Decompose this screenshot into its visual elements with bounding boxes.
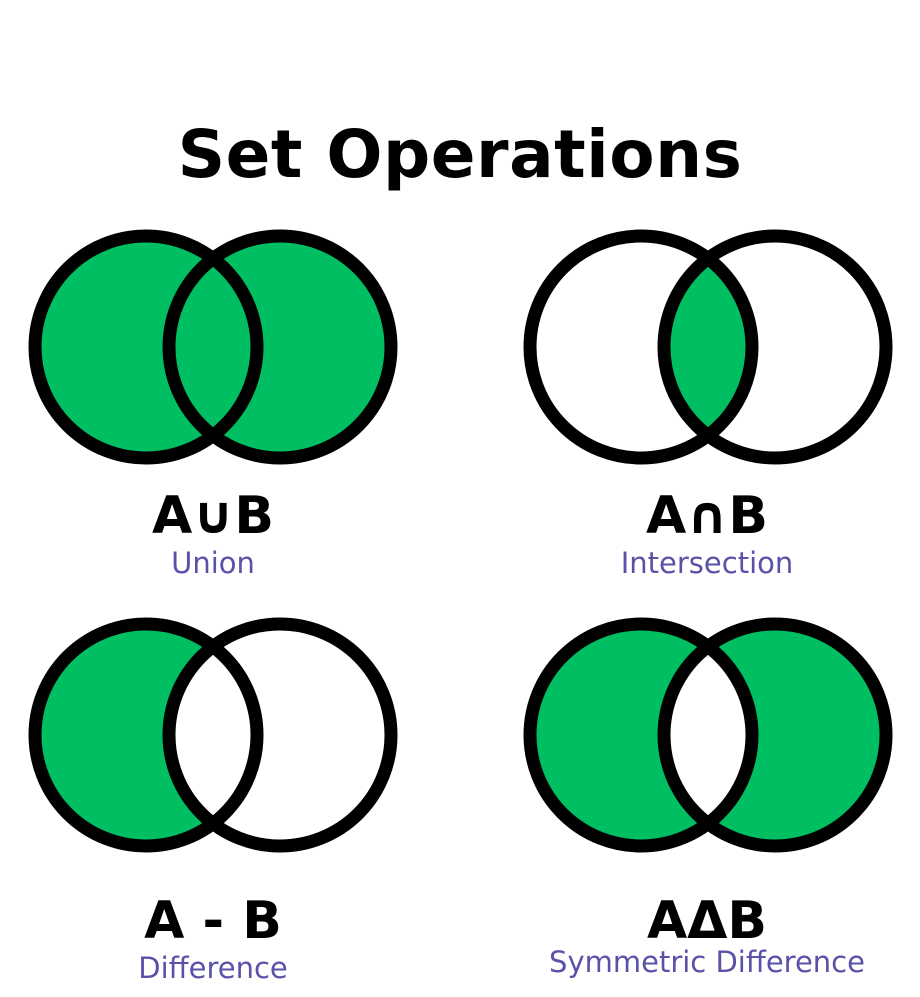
intersection-name: Intersection: [620, 546, 794, 580]
venn-symmetric-difference: [523, 617, 893, 853]
intersection-region: [664, 236, 752, 458]
difference-symbol: A - B: [144, 891, 282, 951]
venn-intersection: [523, 229, 893, 465]
symmetric-difference-symbol: AΔB: [646, 891, 768, 951]
symmetric-difference-label: AΔB Symmetric Difference: [520, 891, 894, 979]
set-a-circle: [523, 229, 759, 465]
union-symbol: A∪B: [151, 486, 275, 546]
set-b-circle: [162, 617, 398, 853]
overlap-region: [664, 624, 752, 846]
symmetric-difference-name: Symmetric Difference: [549, 945, 865, 979]
set-b-circle: [162, 229, 398, 465]
set-a-circle: [523, 617, 759, 853]
set-b-circle: [657, 617, 893, 853]
page-title: Set Operations: [177, 116, 743, 193]
difference-name: Difference: [138, 951, 288, 985]
union-name: Union: [171, 546, 255, 580]
difference-label: A - B Difference: [63, 891, 363, 985]
set-b-region: [169, 236, 391, 458]
set-b-circle: [657, 229, 893, 465]
union-label: A∪B Union: [63, 486, 363, 580]
venn-difference: [0, 600, 460, 870]
set-a-circle: [28, 229, 264, 465]
set-a-circle: [28, 617, 264, 853]
intersection-symbol: A∩B: [645, 486, 769, 546]
venn-union: [28, 229, 398, 465]
intersection-label: A∩B Intersection: [557, 486, 857, 580]
